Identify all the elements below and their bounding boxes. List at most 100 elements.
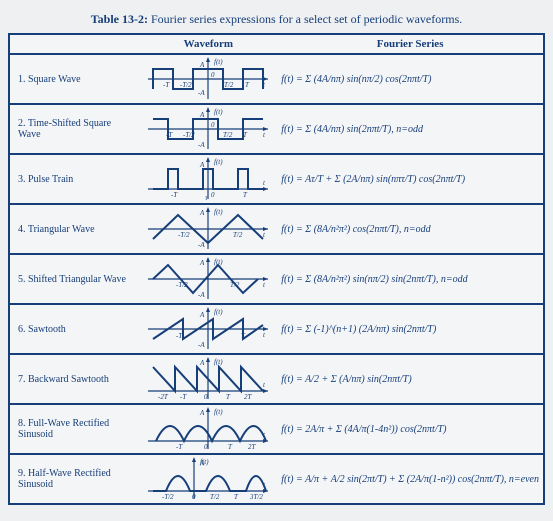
svg-text:T: T	[241, 332, 246, 340]
svg-text:T: T	[234, 493, 239, 501]
svg-text:3T/2: 3T/2	[249, 493, 263, 501]
waveform-name: 4. Triangular Wave	[9, 204, 139, 254]
waveform-graphic: f(t) t A -2T -T 0 T 2T	[139, 354, 277, 404]
svg-text:-T: -T	[180, 393, 187, 401]
title-rest: Fourier series expressions for a select …	[148, 12, 462, 26]
svg-text:0: 0	[211, 71, 215, 79]
fourier-formula: f(t) = Σ (-1)^(n+1) (2A/nπ) sin(2nπt/T)	[277, 304, 544, 354]
svg-text:A: A	[199, 161, 205, 169]
svg-text:t: t	[263, 81, 266, 89]
svg-text:T: T	[243, 191, 248, 199]
svg-text:-T: -T	[176, 332, 183, 340]
svg-text:T/2: T/2	[230, 281, 240, 289]
fourier-formula: f(t) = A/2 + Σ (A/nπ) sin(2nπt/T)	[277, 354, 544, 404]
svg-text:0: 0	[204, 443, 208, 451]
waveform-name: 2. Time-Shifted Square Wave	[9, 104, 139, 154]
svg-text:f(t): f(t)	[214, 258, 223, 266]
svg-text:-T: -T	[176, 443, 183, 451]
svg-text:A: A	[199, 311, 205, 319]
title-bold: Table 13-2:	[91, 12, 148, 26]
svg-text:t: t	[263, 179, 266, 187]
svg-text:f(t): f(t)	[214, 208, 223, 216]
svg-text:0: 0	[192, 493, 196, 501]
svg-text:-T: -T	[163, 81, 170, 89]
svg-text:-A: -A	[198, 241, 205, 249]
fourier-formula: f(t) = 2A/π + Σ (4A/π(1-4n²)) cos(2nπt/T…	[277, 404, 544, 454]
svg-text:t: t	[263, 381, 266, 389]
svg-text:t: t	[263, 131, 266, 139]
svg-text:A: A	[199, 209, 205, 217]
svg-text:f(t): f(t)	[214, 58, 223, 66]
svg-text:T/2: T/2	[233, 231, 243, 239]
svg-text:f(t): f(t)	[214, 358, 223, 366]
svg-text:T: T	[243, 131, 248, 139]
svg-text:0: 0	[211, 191, 215, 199]
svg-text:T: T	[228, 443, 233, 451]
waveform-name: 9. Half-Wave Rectified Sinusoid	[9, 454, 139, 504]
svg-text:t: t	[263, 231, 266, 239]
svg-text:t: t	[263, 281, 266, 289]
table-row: 7. Backward Sawtooth f(t) t A -2T -T 0 T 2T f(t…	[9, 354, 544, 404]
waveform-graphic: f(t)tA0-TTτ	[139, 154, 277, 204]
waveform-graphic: f(t) t A -T/2 T/2 -A	[139, 254, 277, 304]
waveform-graphic: f(t) t A0 -T -T/2 T/2 T -A	[139, 104, 277, 154]
svg-text:A: A	[199, 409, 205, 417]
waveform-name: 7. Backward Sawtooth	[9, 354, 139, 404]
svg-text:t: t	[263, 331, 266, 339]
table-row: 8. Full-Wave Rectified Sinusoid f(t)tA-T…	[9, 404, 544, 454]
svg-text:f(t): f(t)	[214, 108, 223, 116]
fourier-formula: f(t) = Σ (4A/nπ) sin(2nπt/T), n=odd	[277, 104, 544, 154]
svg-text:-A: -A	[198, 141, 205, 149]
svg-text:-T/2: -T/2	[183, 131, 195, 139]
waveform-name: 3. Pulse Train	[9, 154, 139, 204]
header-blank	[9, 34, 139, 54]
svg-text:T/2: T/2	[224, 81, 234, 89]
svg-text:A: A	[199, 259, 205, 267]
svg-text:T/2: T/2	[210, 493, 220, 501]
svg-text:A: A	[199, 111, 205, 119]
svg-text:-T/2: -T/2	[162, 493, 174, 501]
svg-text:2T: 2T	[248, 443, 257, 451]
svg-text:0: 0	[211, 121, 215, 129]
waveform-name: 6. Sawtooth	[9, 304, 139, 354]
svg-text:-T: -T	[171, 191, 178, 199]
svg-text:-T/2: -T/2	[180, 81, 192, 89]
waveform-graphic: f(t)tA-T0T2T	[139, 404, 277, 454]
fourier-formula: f(t) = A/π + A/2 sin(2πt/T) + Σ (2A/π(1-…	[277, 454, 544, 504]
waveform-graphic: f(t) t A -T T -A	[139, 304, 277, 354]
svg-text:f(t): f(t)	[214, 158, 223, 166]
svg-text:-T/2: -T/2	[178, 231, 190, 239]
svg-text:-A: -A	[198, 89, 205, 97]
header-row: Waveform Fourier Series	[9, 34, 544, 54]
svg-text:0: 0	[204, 393, 208, 401]
svg-text:-T/2: -T/2	[176, 281, 188, 289]
table-title: Table 13-2: Fourier series expressions f…	[8, 12, 545, 27]
header-waveform: Waveform	[139, 34, 277, 54]
svg-text:-A: -A	[198, 291, 205, 299]
table-row: 3. Pulse Train f(t)tA0-TTτ f(t) = Aτ/T +…	[9, 154, 544, 204]
table-row: 2. Time-Shifted Square Wave f(t) t A0 -T -T/…	[9, 104, 544, 154]
svg-text:A: A	[199, 61, 205, 69]
svg-text:-A: -A	[198, 341, 205, 349]
fourier-formula: f(t) = Aτ/T + Σ (2A/nπ) sin(nπτ/T) cos(2…	[277, 154, 544, 204]
svg-text:-2T: -2T	[158, 393, 169, 401]
header-fourier: Fourier Series	[277, 34, 544, 54]
table-row: 6. Sawtooth f(t) t A -T T -A f(t) = Σ (-1)^(n…	[9, 304, 544, 354]
svg-text:T/2: T/2	[223, 131, 233, 139]
svg-text:T: T	[226, 393, 231, 401]
waveform-name: 5. Shifted Triangular Wave	[9, 254, 139, 304]
fourier-table: Waveform Fourier Series 1. Square Wave f…	[8, 33, 545, 505]
fourier-formula: f(t) = Σ (8A/n²π²) sin(nπ/2) sin(2nπt/T)…	[277, 254, 544, 304]
fourier-formula: f(t) = Σ (8A/n²π²) cos(2nπt/T), n=odd	[277, 204, 544, 254]
svg-text:-T: -T	[166, 131, 173, 139]
waveform-name: 8. Full-Wave Rectified Sinusoid	[9, 404, 139, 454]
table-row: 4. Triangular Wave f(t) t A -T/2 T/2 -A f(t) …	[9, 204, 544, 254]
svg-text:A: A	[199, 359, 205, 367]
waveform-graphic: f(t)tA-T/20T/2T3T/2	[139, 454, 277, 504]
fourier-formula: f(t) = Σ (4A/nπ) sin(nπ/2) cos(2nπt/T)	[277, 54, 544, 104]
waveform-graphic: f(t) t A -T/2 T/2 -A	[139, 204, 277, 254]
svg-text:f(t): f(t)	[214, 308, 223, 316]
svg-text:f(t): f(t)	[214, 408, 223, 416]
svg-text:A: A	[199, 459, 205, 467]
svg-text:2T: 2T	[244, 393, 253, 401]
